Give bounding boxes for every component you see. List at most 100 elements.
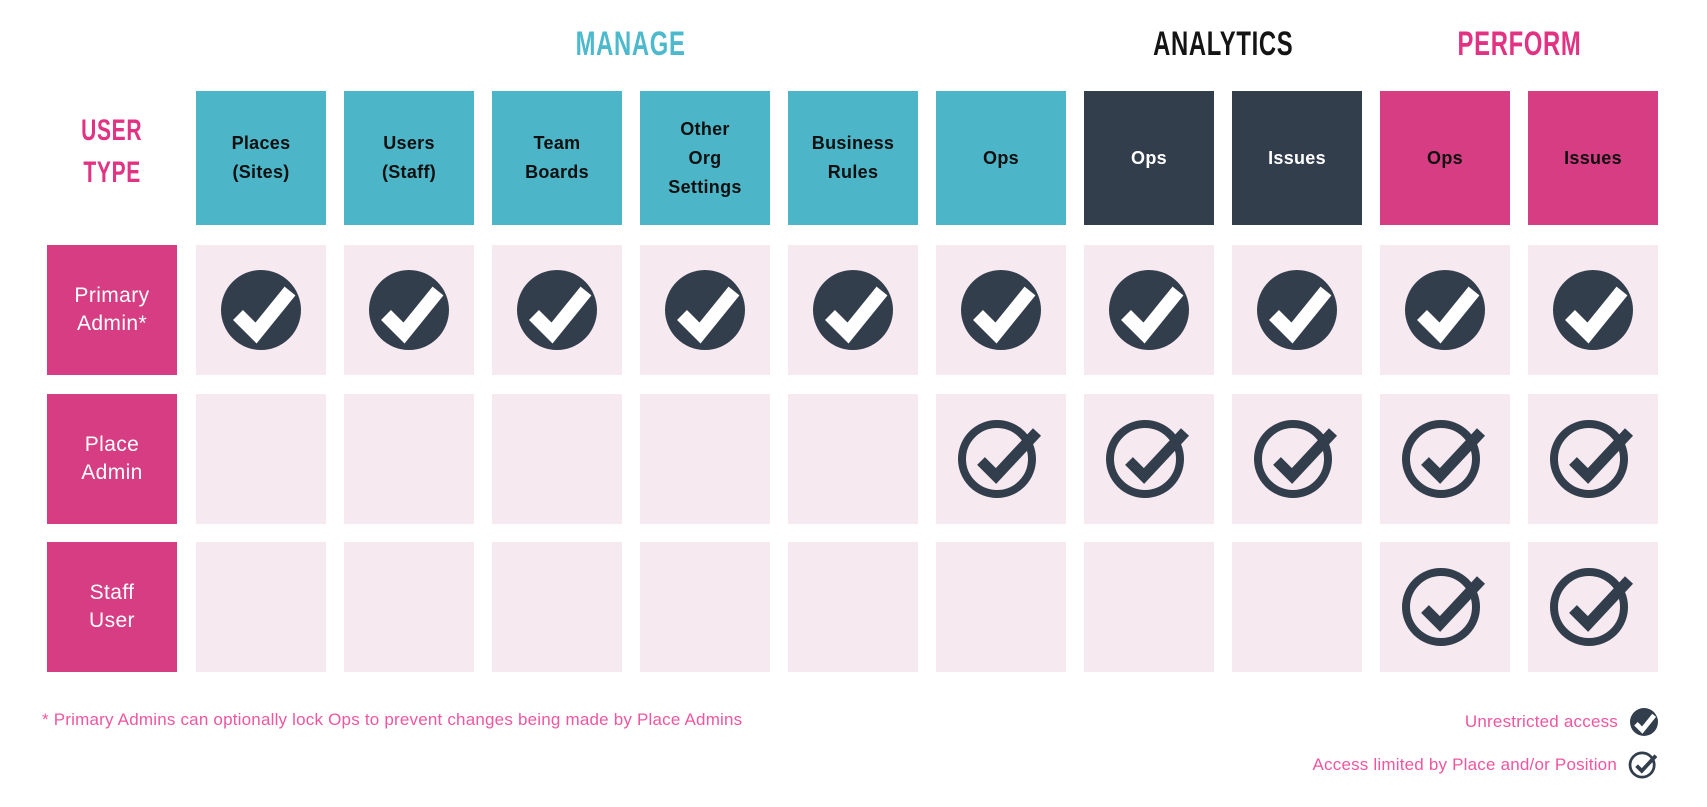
unrestricted-check-icon — [517, 270, 597, 350]
column-header-label: Issues — [1268, 147, 1326, 168]
column-header-label: Ops — [983, 147, 1019, 168]
matrix-cell-place-admin-users-staff-manage — [344, 394, 474, 524]
unrestricted-check-icon — [221, 270, 301, 350]
column-header-label: Settings — [668, 176, 742, 197]
limited-check-icon — [1628, 751, 1658, 779]
row-label-text: Admin — [81, 461, 143, 484]
legend-item-unrestricted: Unrestricted access — [1465, 708, 1658, 736]
column-header-label: Business — [811, 133, 895, 153]
legend-limited-label: Access limited by Place and/or Position — [1312, 755, 1617, 774]
matrix-cell-primary-admin-ops-perform — [1380, 245, 1510, 375]
column-header-label: Issues — [1564, 147, 1622, 168]
limited-check-icon — [1550, 420, 1634, 498]
column-header-business-rules-manage: Business Rules — [788, 91, 918, 225]
column-header-label: (Sites) — [232, 162, 290, 182]
matrix-cell-staff-user-ops-analytics — [1084, 542, 1214, 672]
footnote: * Primary Admins can optionally lock Ops… — [42, 710, 743, 729]
column-header-label: Org — [688, 147, 722, 168]
column-header-other-org-settings-manage: Other Org Settings — [640, 91, 770, 225]
unrestricted-check-icon — [961, 270, 1041, 350]
row-label-text: Admin* — [76, 312, 148, 335]
column-header-users-staff-manage: Users (Staff) — [344, 91, 474, 225]
legend-unrestricted-label: Unrestricted access — [1464, 712, 1618, 731]
legend-unrestricted-icon — [1630, 708, 1658, 736]
column-header-label: Boards — [525, 162, 589, 182]
user-type-label: USER TYPE — [47, 110, 177, 194]
matrix-cell-place-admin-business-rules-manage — [788, 394, 918, 524]
column-header-label: Ops — [1427, 147, 1463, 168]
row-label-text: Place — [84, 433, 140, 456]
group-header-manage: MANAGE — [196, 26, 1066, 62]
column-header-label: Places — [231, 133, 291, 153]
matrix-cell-primary-admin-ops-analytics — [1084, 245, 1214, 375]
matrix-cell-place-admin-other-org-settings-manage — [640, 394, 770, 524]
row-label-text: Staff — [89, 581, 135, 604]
column-header-issues-perform: Issues — [1528, 91, 1658, 225]
matrix-cell-primary-admin-users-staff-manage — [344, 245, 474, 375]
matrix-cell-staff-user-ops-manage — [936, 542, 1066, 672]
column-header-places-sites-manage: Places (Sites) — [196, 91, 326, 225]
unrestricted-check-icon — [1553, 270, 1633, 350]
unrestricted-check-icon — [1630, 708, 1658, 736]
column-header-team-boards-manage: Team Boards — [492, 91, 622, 225]
limited-check-icon — [1402, 568, 1486, 646]
column-header-label: Team — [533, 133, 581, 153]
limited-check-icon — [1550, 568, 1634, 646]
column-header-label: Users — [383, 133, 435, 153]
group-header-perform-label: PERFORM — [1457, 25, 1581, 63]
limited-check-icon — [958, 420, 1042, 498]
row-label-place-admin: Place Admin — [47, 394, 177, 524]
column-header-label: Other — [680, 118, 730, 139]
column-header-label: (Staff) — [381, 162, 437, 182]
limited-check-icon — [1106, 420, 1190, 498]
row-label-text: User — [89, 609, 135, 632]
group-header-analytics: ANALYTICS — [1084, 26, 1362, 62]
matrix-cell-place-admin-ops-analytics — [1084, 394, 1214, 524]
matrix-cell-staff-user-users-staff-manage — [344, 542, 474, 672]
unrestricted-check-icon — [1405, 270, 1485, 350]
unrestricted-check-icon — [369, 270, 449, 350]
unrestricted-check-icon — [1109, 270, 1189, 350]
unrestricted-check-icon — [813, 270, 893, 350]
matrix-cell-primary-admin-places-sites-manage — [196, 245, 326, 375]
matrix-cell-staff-user-places-sites-manage — [196, 542, 326, 672]
unrestricted-check-icon — [1257, 270, 1337, 350]
group-header-manage-label: MANAGE — [576, 25, 686, 63]
matrix-cell-staff-user-team-boards-manage — [492, 542, 622, 672]
unrestricted-check-icon — [665, 270, 745, 350]
column-header-label: Rules — [827, 162, 879, 182]
user-type-line-1: USER — [81, 114, 143, 147]
matrix-cell-place-admin-team-boards-manage — [492, 394, 622, 524]
matrix-cell-staff-user-ops-perform — [1380, 542, 1510, 672]
column-header-issues-analytics: Issues — [1232, 91, 1362, 225]
column-header-ops-perform: Ops — [1380, 91, 1510, 225]
row-label-text: Primary — [74, 284, 150, 307]
limited-check-icon — [1254, 420, 1338, 498]
matrix-cell-place-admin-places-sites-manage — [196, 394, 326, 524]
legend: Unrestricted access Access limited by Pl… — [1313, 708, 1659, 779]
matrix-cell-staff-user-business-rules-manage — [788, 542, 918, 672]
legend-item-limited: Access limited by Place and/or Position — [1313, 751, 1659, 779]
matrix-cell-primary-admin-issues-analytics — [1232, 245, 1362, 375]
column-header-ops-analytics: Ops — [1084, 91, 1214, 225]
legend-limited-icon — [1628, 751, 1658, 779]
matrix-cell-staff-user-issues-analytics — [1232, 542, 1362, 672]
row-label-primary-admin: Primary Admin* — [47, 245, 177, 375]
row-label-staff-user: Staff User — [47, 542, 177, 672]
matrix-cell-staff-user-other-org-settings-manage — [640, 542, 770, 672]
matrix-cell-primary-admin-business-rules-manage — [788, 245, 918, 375]
matrix-cell-primary-admin-other-org-settings-manage — [640, 245, 770, 375]
limited-check-icon — [1402, 420, 1486, 498]
matrix-cell-place-admin-ops-perform — [1380, 394, 1510, 524]
group-header-analytics-label: ANALYTICS — [1152, 25, 1294, 63]
matrix-cell-place-admin-issues-perform — [1528, 394, 1658, 524]
matrix-cell-place-admin-ops-manage — [936, 394, 1066, 524]
matrix-cell-place-admin-issues-analytics — [1232, 394, 1362, 524]
column-header-label: Ops — [1131, 147, 1167, 168]
matrix-cell-primary-admin-ops-manage — [936, 245, 1066, 375]
user-type-line-2: TYPE — [83, 156, 141, 189]
matrix-cell-primary-admin-team-boards-manage — [492, 245, 622, 375]
group-header-perform: PERFORM — [1380, 26, 1658, 62]
matrix-cell-staff-user-issues-perform — [1528, 542, 1658, 672]
